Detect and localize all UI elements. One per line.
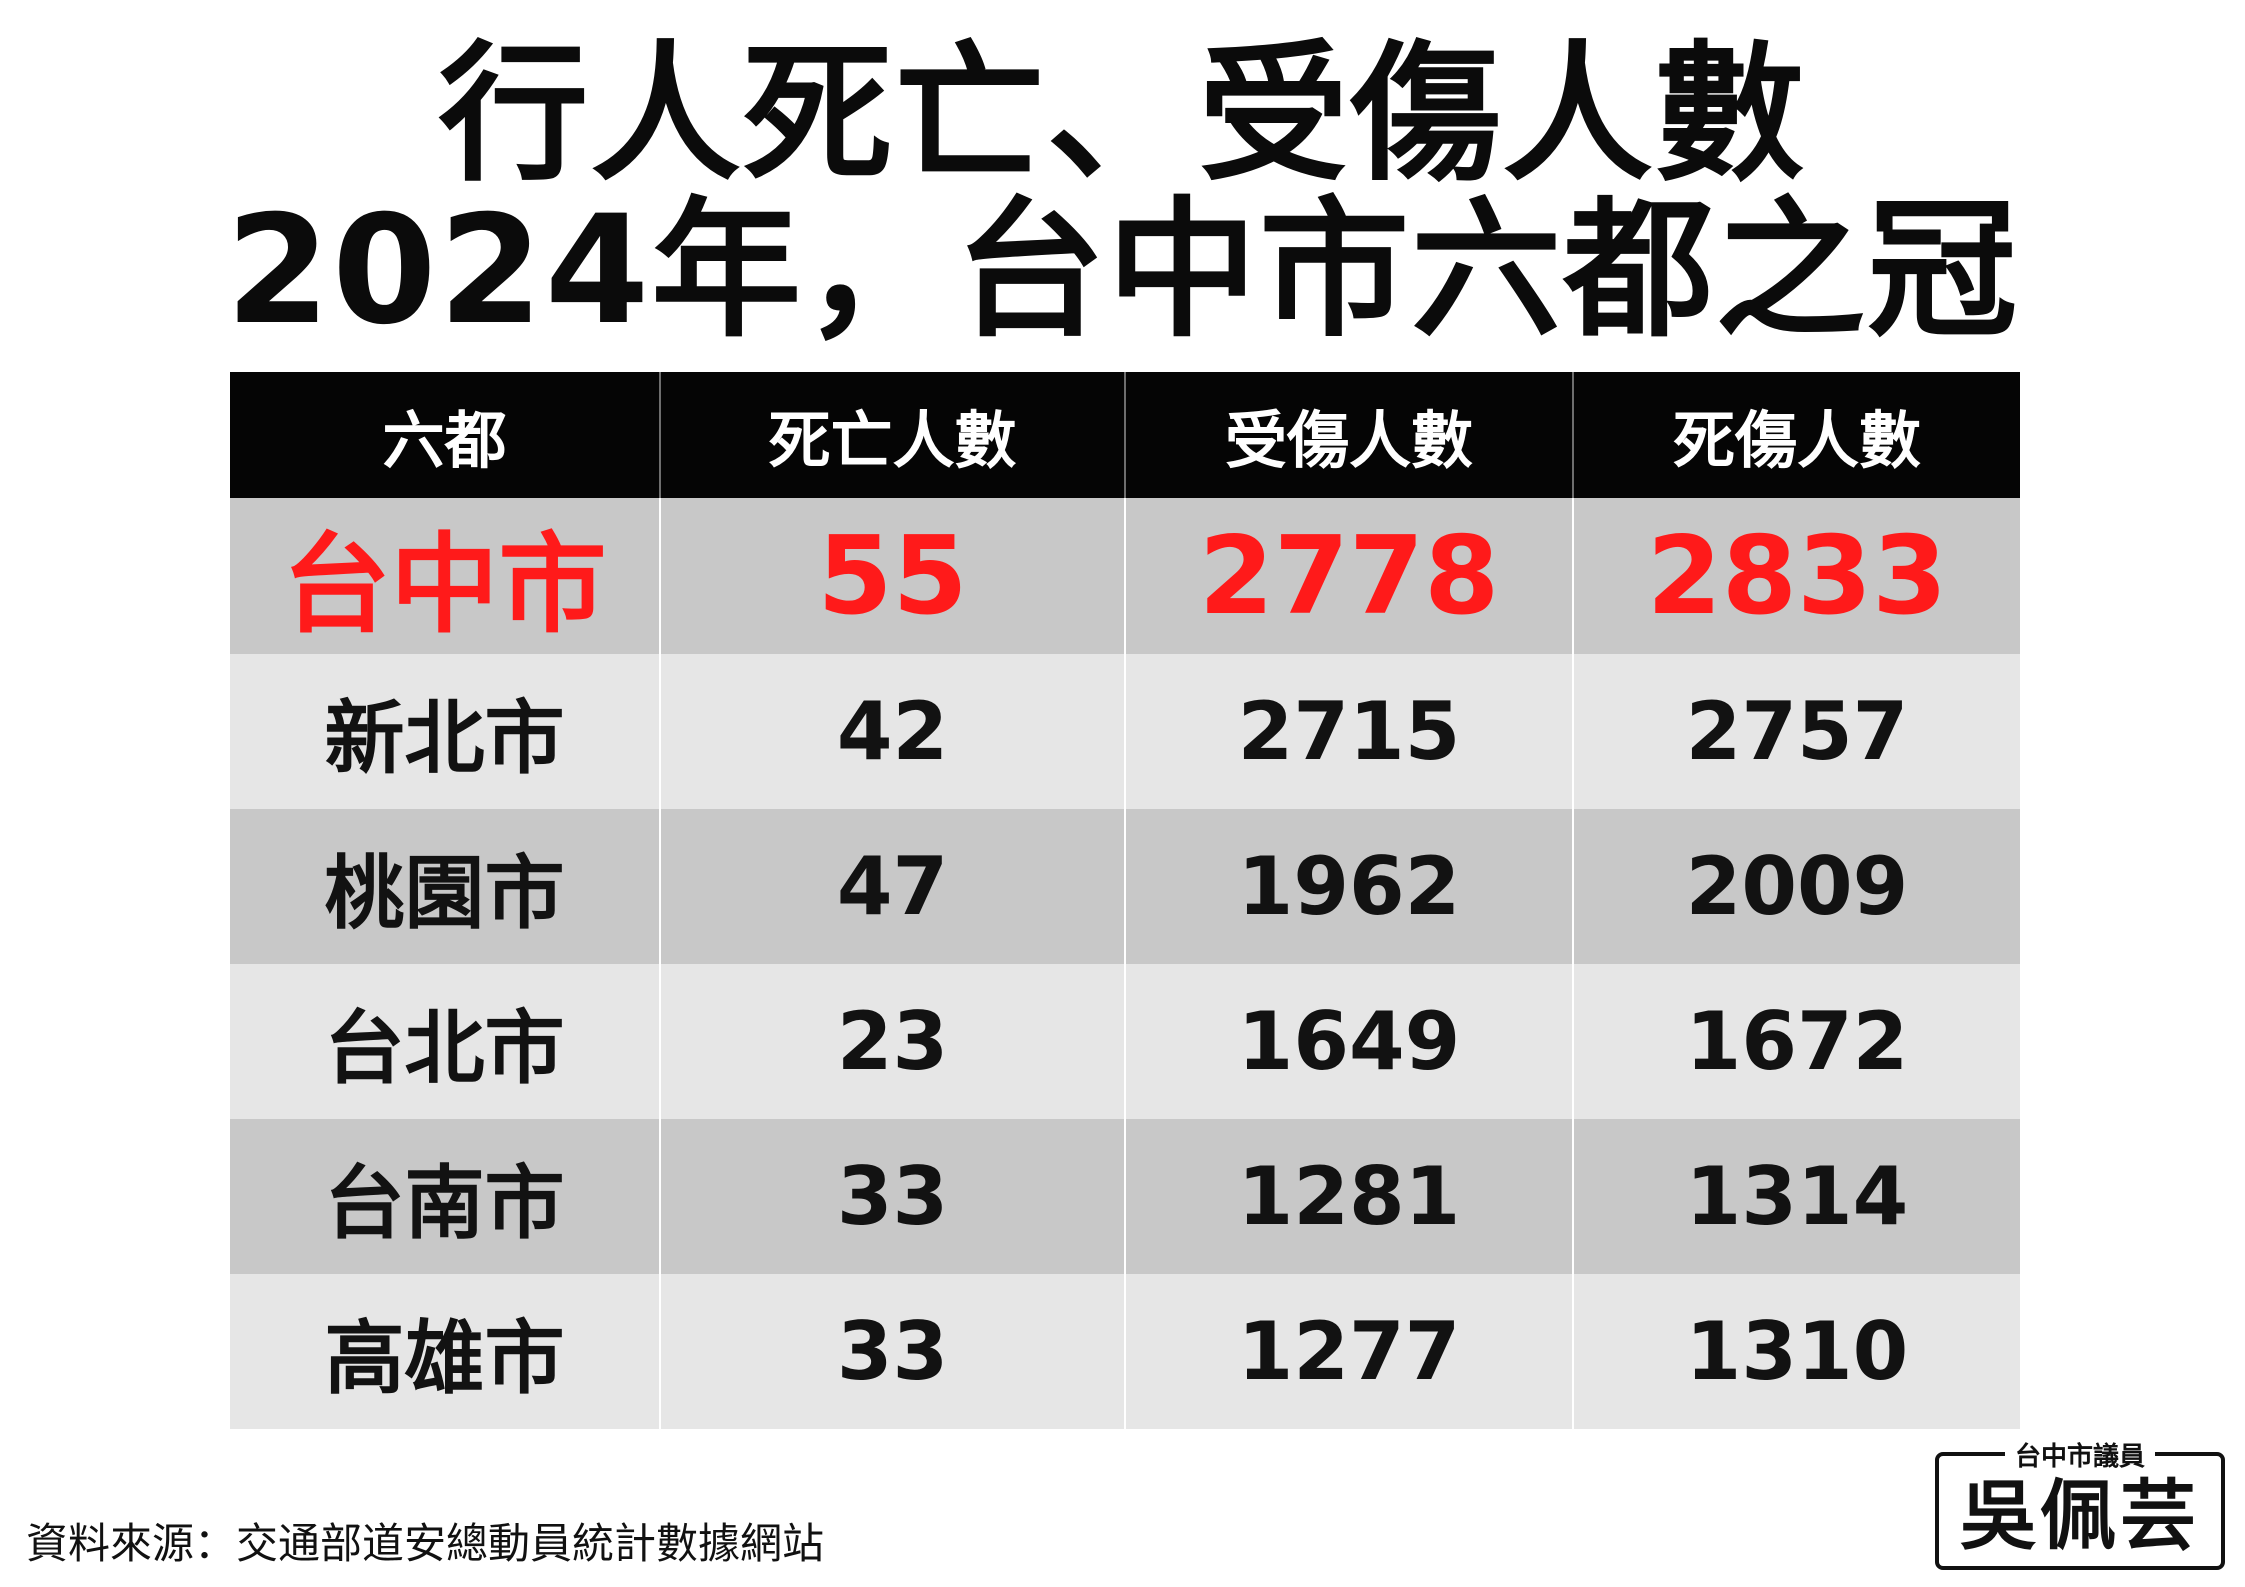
table-row: 新北市 42 2715 2757 <box>230 654 2020 809</box>
header-casualties: 死傷人數 <box>1572 372 2020 498</box>
injuries-cell: 2715 <box>1124 654 1573 809</box>
councilor-logo: 台中市議員 吳佩芸 <box>1935 1436 2225 1570</box>
city-cell: 桃園市 <box>230 809 660 964</box>
injuries-cell: 2778 <box>1124 498 1573 654</box>
casualties-cell: 2757 <box>1572 654 2020 809</box>
city-cell: 高雄市 <box>230 1274 660 1429</box>
page-title: 行人死亡、受傷人數 <box>438 28 1807 202</box>
table-row: 台南市 33 1281 1314 <box>230 1119 2020 1274</box>
casualties-cell: 2833 <box>1572 498 2020 654</box>
injuries-cell: 1281 <box>1124 1119 1573 1274</box>
city-cell: 台南市 <box>230 1119 660 1274</box>
city-cell: 新北市 <box>230 654 660 809</box>
injuries-cell: 1277 <box>1124 1274 1573 1429</box>
header-city: 六都 <box>230 372 660 498</box>
header-injuries: 受傷人數 <box>1124 372 1573 498</box>
page-subtitle: 2024年，台中市六都之冠 <box>225 184 2020 358</box>
city-cell: 台中市 <box>230 498 660 654</box>
deaths-cell: 42 <box>659 654 1125 809</box>
deaths-cell: 23 <box>659 964 1125 1119</box>
injuries-cell: 1649 <box>1124 964 1573 1119</box>
table-row: 高雄市 33 1277 1310 <box>230 1274 2020 1429</box>
injuries-cell: 1962 <box>1124 809 1573 964</box>
casualties-cell: 1672 <box>1572 964 2020 1119</box>
casualties-cell: 1310 <box>1572 1274 2020 1429</box>
casualty-table: 六都 死亡人數 受傷人數 死傷人數 台中市 55 2778 2833 新北市 4… <box>230 372 2020 1429</box>
deaths-cell: 47 <box>659 809 1125 964</box>
source-note: 資料來源：交通部道安總動員統計數據網站 <box>26 1519 825 1568</box>
logo-subtitle: 台中市議員 <box>2004 1436 2156 1473</box>
header-deaths: 死亡人數 <box>659 372 1125 498</box>
table-row: 台中市 55 2778 2833 <box>230 498 2020 654</box>
table-header-row: 六都 死亡人數 受傷人數 死傷人數 <box>230 372 2020 498</box>
deaths-cell: 33 <box>659 1274 1125 1429</box>
casualties-cell: 2009 <box>1572 809 2020 964</box>
table-row: 桃園市 47 1962 2009 <box>230 809 2020 964</box>
deaths-cell: 33 <box>659 1119 1125 1274</box>
city-cell: 台北市 <box>230 964 660 1119</box>
logo-name: 吳佩芸 <box>1960 1471 2200 1560</box>
table-row: 台北市 23 1649 1672 <box>230 964 2020 1119</box>
casualties-cell: 1314 <box>1572 1119 2020 1274</box>
deaths-cell: 55 <box>659 498 1125 654</box>
